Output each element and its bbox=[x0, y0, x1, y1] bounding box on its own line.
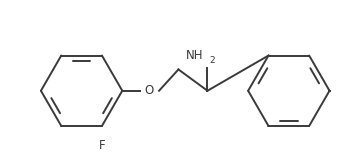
Text: F: F bbox=[98, 139, 105, 152]
Text: O: O bbox=[145, 84, 154, 97]
Text: NH: NH bbox=[186, 49, 204, 62]
Text: 2: 2 bbox=[209, 56, 215, 65]
